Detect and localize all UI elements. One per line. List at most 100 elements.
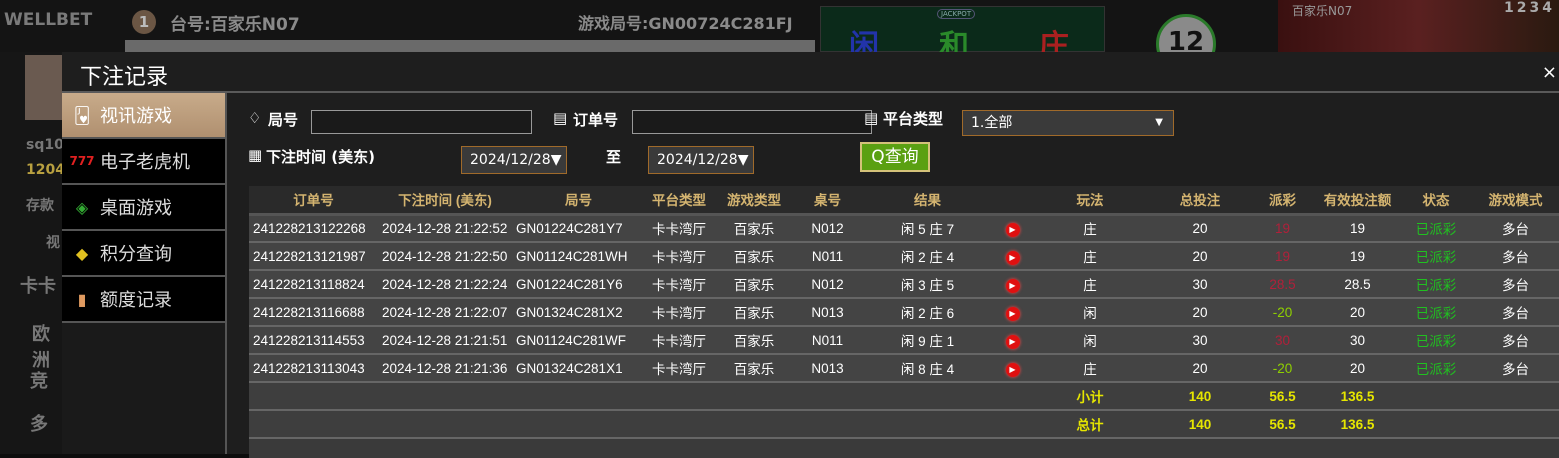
menu-item-live-games[interactable]: 🂻 视讯游戏 — [62, 93, 225, 139]
table-no-cell: N012 — [795, 270, 860, 299]
empty-cell — [249, 438, 1559, 458]
play-video-icon[interactable]: ▶ — [1005, 250, 1020, 265]
side-multi[interactable]: 多 — [30, 414, 48, 435]
menu-label: 视讯游戏 — [100, 106, 172, 127]
empty-cell — [249, 382, 378, 411]
table-row: 241228213114553 2024-12-28 21:21:51 GN0112… — [249, 326, 1559, 355]
empty-cell — [1472, 382, 1559, 411]
replay-cell: ▶ — [995, 214, 1030, 243]
menu-label: 桌面游戏 — [100, 198, 172, 219]
menu-item-table-games[interactable]: ◈ 桌面游戏 — [62, 185, 225, 231]
result-cell: 闲 3 庄 5 — [860, 270, 995, 299]
menu-item-slots[interactable]: 777 电子老虎机 — [62, 139, 225, 185]
column-header: 游戏类型 — [713, 186, 795, 216]
side-europe[interactable]: 欧洲 — [32, 324, 50, 371]
column-header: 桌号 — [795, 186, 860, 216]
date-to-select[interactable]: 2024/12/28▼ — [648, 146, 754, 174]
round-no-cell: GN01324C281X1 — [512, 354, 645, 383]
play-video-icon[interactable]: ▶ — [1005, 362, 1020, 377]
round-input[interactable] — [311, 110, 532, 134]
replay-cell: ▶ — [995, 298, 1030, 327]
order-no-cell: 241228213122268 — [249, 214, 378, 243]
chips-icon: ◈ — [75, 197, 89, 217]
empty-cell — [645, 410, 713, 439]
username: sq10 — [26, 137, 64, 153]
play-video-icon[interactable]: ▶ — [1005, 306, 1020, 321]
valid-bet-cell: 28.5 — [1315, 270, 1400, 299]
query-button[interactable]: Q查询 — [860, 142, 930, 172]
game-mode-cell: 多台 — [1472, 354, 1559, 383]
bet-type-cell: 庄 — [1030, 214, 1150, 243]
deposit-link[interactable]: 存款 — [26, 198, 54, 214]
side-video[interactable]: 视 — [46, 235, 60, 251]
column-header — [995, 186, 1030, 216]
column-header: 结果 — [860, 186, 995, 216]
empty-cell — [860, 382, 995, 411]
total-bet-cell: 20 — [1150, 298, 1250, 327]
game-mode-cell: 多台 — [1472, 214, 1559, 243]
chevron-down-icon: ▼ — [1155, 117, 1163, 128]
wellbet-logo: WELLBET — [4, 10, 93, 30]
date-from-select[interactable]: 2024/12/28▼ — [461, 146, 567, 174]
menu-label: 电子老虎机 — [100, 152, 190, 173]
table-row: 241228213122268 2024-12-28 21:22:52 GN0122… — [249, 214, 1559, 243]
clipboard-icon: ▤ — [553, 109, 568, 127]
column-header: 总投注 — [1150, 186, 1250, 216]
bet-type-cell: 闲 — [1030, 298, 1150, 327]
game-mode-cell: 多台 — [1472, 242, 1559, 271]
column-header: 有效投注额 — [1315, 186, 1400, 216]
empty-row — [249, 438, 1559, 458]
play-video-icon[interactable]: ▶ — [1005, 334, 1020, 349]
play-video-icon[interactable]: ▶ — [1005, 278, 1020, 293]
order-input[interactable] — [632, 110, 872, 134]
valid-bet-cell: 20 — [1315, 354, 1400, 383]
order-no-cell: 241228213114553 — [249, 326, 378, 355]
side-compete[interactable]: 竞 — [30, 371, 48, 392]
empty-cell — [795, 410, 860, 439]
bet-type-cell: 庄 — [1030, 242, 1150, 271]
balance: 1204 — [26, 162, 65, 178]
menu-item-points[interactable]: ◆ 积分查询 — [62, 231, 225, 277]
column-header: 平台类型 — [645, 186, 713, 216]
column-header: 状态 — [1400, 186, 1472, 216]
round-badge: 1 — [132, 10, 156, 34]
play-video-icon[interactable]: ▶ — [1005, 222, 1020, 237]
game-type-cell: 百家乐 — [713, 270, 795, 299]
side-kaka[interactable]: 卡卡 — [20, 276, 56, 297]
order-no-cell: 241228213118824 — [249, 270, 378, 299]
empty-cell — [512, 410, 645, 439]
empty-cell — [645, 382, 713, 411]
order-no-cell: 241228213121987 — [249, 242, 378, 271]
column-header: 下注时间 (美东) — [378, 186, 512, 216]
game-type-cell: 百家乐 — [713, 298, 795, 327]
search-icon: Q — [871, 147, 885, 167]
status-cell: 已派彩 — [1400, 298, 1472, 327]
query-label: 查询 — [884, 147, 919, 167]
modal-header: 下注记录 × — [62, 52, 1559, 93]
column-header: 局号 — [512, 186, 645, 216]
total-valid: 136.5 — [1315, 410, 1400, 439]
video-table-tabs[interactable]: 1234 — [1504, 0, 1555, 16]
total-bet-cell: 20 — [1150, 354, 1250, 383]
valid-bet-cell: 30 — [1315, 326, 1400, 355]
subtotal-total_bet: 140 — [1150, 382, 1250, 411]
record-content: ♢ 局号 ▤ 订单号 ▤ 平台类型 1.全部 ▼ ▦ 下注时间 (美东) 2024… — [228, 93, 1559, 458]
platform-cell: 卡卡湾厅 — [645, 354, 713, 383]
order-label: 订单号 — [573, 111, 619, 129]
column-header: 派彩 — [1250, 186, 1315, 216]
to-label: 至 — [606, 148, 622, 166]
bet-time-cell: 2024-12-28 21:21:36 — [378, 354, 512, 383]
bet-time-cell: 2024-12-28 21:22:07 — [378, 298, 512, 327]
bet-record-modal: 下注记录 × 🂻 视讯游戏 777 电子老虎机 ◈ 桌面游戏 ◆ 积分查询 ▮ 额度记录 … — [62, 52, 1559, 458]
table-no-cell: N012 — [795, 214, 860, 243]
close-icon[interactable]: × — [1541, 62, 1557, 83]
platform-label: 平台类型 — [883, 110, 944, 128]
round-no-cell: GN01124C281WF — [512, 326, 645, 355]
subtotal-label: 小计 — [1030, 382, 1150, 411]
empty-cell — [1472, 410, 1559, 439]
total-label: 总计 — [1030, 410, 1150, 439]
platform-select[interactable]: 1.全部 ▼ — [962, 110, 1174, 136]
list-icon: ▤ — [864, 109, 879, 127]
menu-item-credit-record[interactable]: ▮ 额度记录 — [62, 277, 225, 323]
payout-cell: 19 — [1250, 214, 1315, 243]
